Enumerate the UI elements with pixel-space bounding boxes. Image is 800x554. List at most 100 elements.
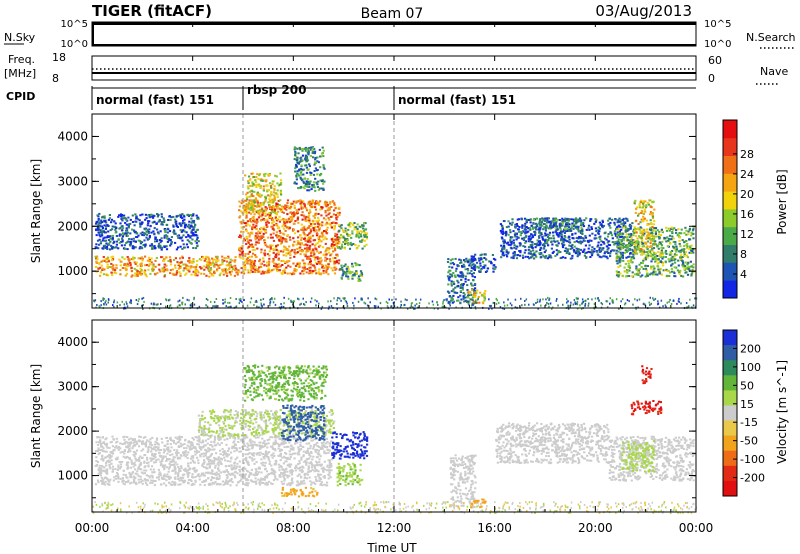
- data-cell: [358, 264, 361, 267]
- data-cell: [302, 202, 305, 205]
- data-cell: [608, 224, 611, 227]
- data-cell: [98, 243, 101, 246]
- data-cell: [649, 235, 652, 238]
- data-cell: [205, 274, 208, 277]
- data-cell: [692, 251, 695, 254]
- data-cell: [126, 262, 129, 265]
- data-cell: [244, 268, 247, 271]
- data-cell: [307, 250, 310, 253]
- data-cell: [676, 234, 679, 237]
- data-cell: [129, 243, 132, 246]
- data-cell: [545, 234, 548, 237]
- data-cell: [254, 238, 257, 241]
- data-cell: [150, 257, 153, 260]
- data-cell: [667, 239, 670, 242]
- data-cell: [638, 203, 641, 205]
- data-cell: [361, 297, 363, 300]
- data-cell: [665, 305, 667, 308]
- data-cell: [659, 268, 662, 271]
- data-cell: [295, 175, 298, 178]
- data-cell: [296, 240, 299, 242]
- data-cell: [134, 213, 137, 216]
- data-cell: [455, 267, 458, 270]
- data-cell: [652, 273, 655, 276]
- data-cell: [124, 267, 127, 270]
- data-cell: [506, 255, 509, 258]
- data-cell: [314, 161, 317, 164]
- data-cell: [619, 245, 622, 247]
- data-cell: [621, 254, 624, 256]
- data-cell: [313, 163, 316, 166]
- data-cell: [528, 252, 531, 255]
- data-cell: [474, 307, 477, 310]
- data-cell: [683, 232, 686, 235]
- data-cell: [619, 236, 622, 238]
- data-cell: [324, 242, 327, 245]
- data-cell: [620, 300, 622, 303]
- data-cell: [144, 244, 147, 247]
- data-cell: [543, 251, 546, 254]
- data-cell: [554, 222, 558, 225]
- data-cell: [501, 230, 505, 233]
- data-cell: [359, 240, 362, 243]
- data-cell: [302, 168, 305, 171]
- data-cell: [103, 224, 106, 227]
- data-cell: [324, 259, 327, 262]
- data-cell: [682, 248, 685, 251]
- data-cell: [172, 224, 175, 227]
- data-cell: [175, 223, 178, 225]
- data-cell: [656, 245, 659, 248]
- data-cell: [617, 219, 620, 222]
- data-cell: [674, 241, 677, 243]
- data-cell: [313, 251, 316, 254]
- data-cell: [122, 233, 126, 236]
- data-cell: [264, 215, 267, 217]
- data-cell: [539, 223, 542, 226]
- data-cell: [260, 227, 263, 229]
- data-cell: [306, 185, 309, 188]
- data-cell: [138, 247, 141, 250]
- data-cell: [671, 262, 674, 265]
- data-cell: [315, 220, 318, 223]
- data-cell: [177, 264, 180, 266]
- data-cell: [203, 273, 206, 275]
- data-cell: [266, 189, 269, 192]
- data-cell: [345, 231, 348, 234]
- data-cell: [322, 269, 325, 272]
- data-cell: [260, 251, 263, 254]
- data-cell: [518, 231, 521, 234]
- data-cell: [687, 267, 690, 269]
- data-cell: [283, 205, 286, 208]
- data-cell: [489, 260, 492, 263]
- data-cell: [535, 302, 537, 304]
- data-cell: [622, 239, 626, 242]
- data-cell: [566, 230, 569, 232]
- data-cell: [600, 256, 603, 259]
- data-cell: [303, 238, 306, 240]
- data-cell: [315, 181, 318, 184]
- data-cell: [260, 298, 262, 301]
- data-cell: [206, 264, 209, 267]
- data-cell: [310, 188, 313, 191]
- data-cell: [623, 266, 626, 269]
- data-cell: [515, 245, 518, 248]
- data-cell: [163, 219, 166, 222]
- data-cell: [354, 262, 357, 265]
- data-cell: [227, 256, 230, 259]
- data-cell: [300, 156, 303, 159]
- data-cell: [312, 220, 315, 223]
- data-cell: [355, 271, 358, 274]
- data-cell: [584, 236, 588, 239]
- data-cell: [212, 262, 215, 265]
- data-cell: [665, 226, 668, 229]
- data-cell: [261, 305, 263, 308]
- data-cell: [205, 260, 209, 263]
- data-cell: [187, 214, 191, 217]
- data-cell: [335, 245, 338, 247]
- data-cell: [262, 257, 265, 260]
- data-cell: [577, 220, 580, 223]
- data-cell: [186, 298, 188, 301]
- data-cell: [564, 256, 567, 259]
- data-cell: [577, 225, 580, 228]
- data-cell: [670, 264, 673, 267]
